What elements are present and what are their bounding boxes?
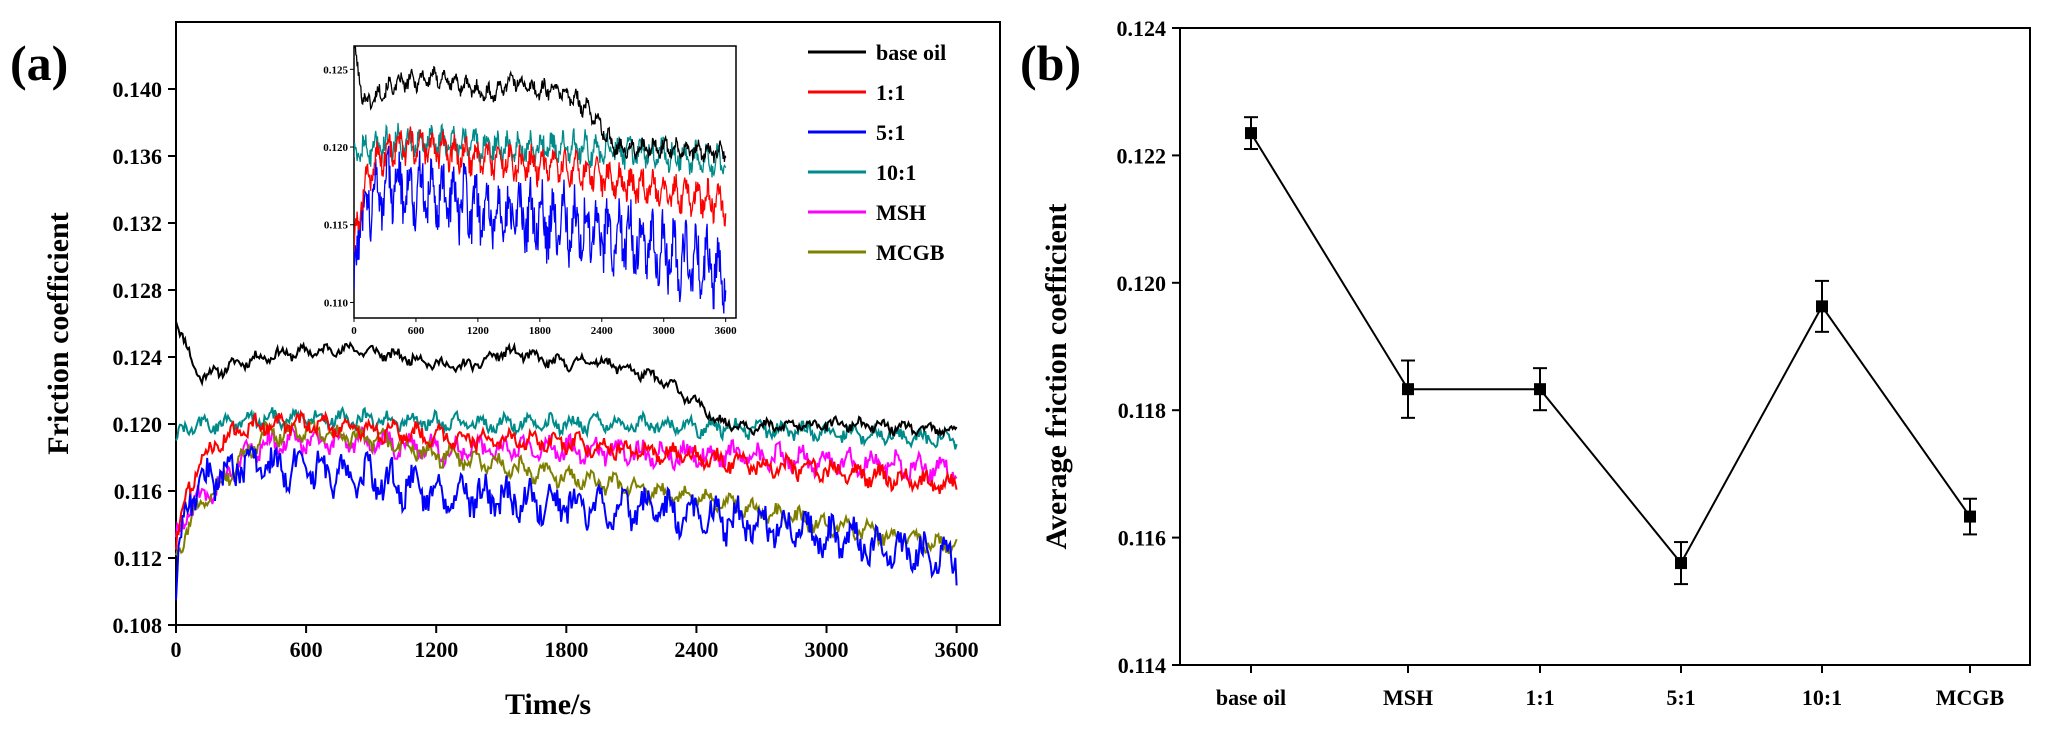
- x-tick-label: 600: [290, 637, 323, 662]
- inset-x-tick-label: 0: [351, 325, 357, 337]
- x-tick-label: 10:1: [1802, 685, 1842, 710]
- average-line: [1250, 132, 1971, 565]
- data-point: [1245, 127, 1257, 140]
- inset-x-tick-label: 2400: [591, 325, 614, 337]
- plot-frame-b: [1179, 27, 2031, 666]
- data-point: [1402, 383, 1414, 396]
- y-tick-label: 0.120: [1117, 271, 1167, 296]
- inset-y-tick-label: 0.120: [323, 142, 348, 154]
- y-tick-label: 0.140: [113, 77, 163, 102]
- y-tick-label: 0.132: [113, 211, 163, 236]
- x-tick-label: 3000: [805, 637, 849, 662]
- data-point: [1964, 510, 1976, 523]
- x-tick-label: MCGB: [1936, 685, 2005, 710]
- x-tick-label: MSH: [1383, 685, 1433, 710]
- y-tick-label: 0.136: [113, 144, 163, 169]
- x-tick-label: 1200: [414, 637, 458, 662]
- series-line-10-1: [175, 405, 958, 450]
- panel-label-b: (b): [1020, 35, 1081, 91]
- y-tick-label: 0.114: [1118, 653, 1166, 678]
- series-line-5-1: [175, 444, 958, 601]
- panel-b: 0.114 0.116 0.118 0.120 0.122 0.124 base oil MS…: [1020, 16, 2031, 710]
- y-tick-label: 0.120: [113, 412, 163, 437]
- inset-x-tick-label: 1800: [529, 325, 552, 337]
- inset-plot-area: [354, 46, 727, 314]
- inset-series-line-base-oil: [354, 46, 727, 164]
- inset-chart: 0 600 1200 1800 2400 3000 3600 0.110 0.115 0.120 0…: [323, 45, 738, 337]
- y-tick-label: 0.118: [1118, 398, 1166, 423]
- legend-label: MCGB: [876, 240, 945, 265]
- inset-series-line-5-1: [354, 145, 727, 314]
- inset-x-tick-label: 3600: [715, 325, 738, 337]
- x-tick-label: 3600: [935, 637, 979, 662]
- x-axis-title: Time/s: [505, 688, 591, 721]
- y-tick-label: 0.122: [1117, 143, 1167, 168]
- data-point: [1675, 557, 1687, 570]
- y-tick-label: 0.116: [114, 479, 162, 504]
- inset-x-tick-label: 600: [408, 325, 425, 337]
- y-axis-title: Friction coefficient: [42, 212, 75, 454]
- legend-label: 10:1: [876, 160, 916, 185]
- panel-a: 0 600 1200 1800 2400 3000 3600 0.108 0.112 0.116 0…: [10, 21, 1001, 721]
- x-tick-label: 1:1: [1525, 685, 1554, 710]
- inset-x-tick-label: 1200: [467, 325, 490, 337]
- series-line-MSH: [175, 423, 958, 538]
- legend-label: 5:1: [876, 120, 905, 145]
- inset-y-tick-label: 0.115: [324, 220, 349, 232]
- y-axis-title: Average friction coefficient: [1040, 204, 1073, 550]
- legend-label: base oil: [876, 40, 946, 65]
- inset-y-tick-label: 0.110: [324, 297, 349, 309]
- x-tick-label: base oil: [1216, 685, 1286, 710]
- x-tick-label: 1800: [544, 637, 588, 662]
- inset-series-line-1-1: [354, 126, 727, 253]
- series-line-base-oil: [175, 321, 958, 438]
- legend-label: 1:1: [876, 80, 905, 105]
- inset-series-line-10-1: [354, 122, 727, 178]
- inset-y-tick-label: 0.125: [323, 64, 348, 76]
- data-point: [1534, 383, 1546, 396]
- inset-x-tick-label: 3000: [653, 325, 676, 337]
- y-tick-label: 0.124: [113, 345, 163, 370]
- y-tick-label: 0.116: [1118, 526, 1166, 551]
- y-tick-label: 0.112: [114, 546, 162, 571]
- x-tick-label: 5:1: [1666, 685, 1695, 710]
- y-tick-label: 0.124: [1117, 16, 1167, 41]
- y-tick-label: 0.128: [113, 278, 163, 303]
- panel-label-a: (a): [10, 35, 68, 91]
- series-line-1-1: [175, 409, 958, 550]
- y-tick-label: 0.108: [113, 613, 163, 638]
- data-point: [1816, 300, 1828, 313]
- x-tick-label: 2400: [674, 637, 718, 662]
- legend-label: MSH: [876, 200, 926, 225]
- legend: base oil 1:1 5:1 10:1 MSH MCGB: [808, 40, 946, 265]
- x-tick-label: 0: [171, 637, 182, 662]
